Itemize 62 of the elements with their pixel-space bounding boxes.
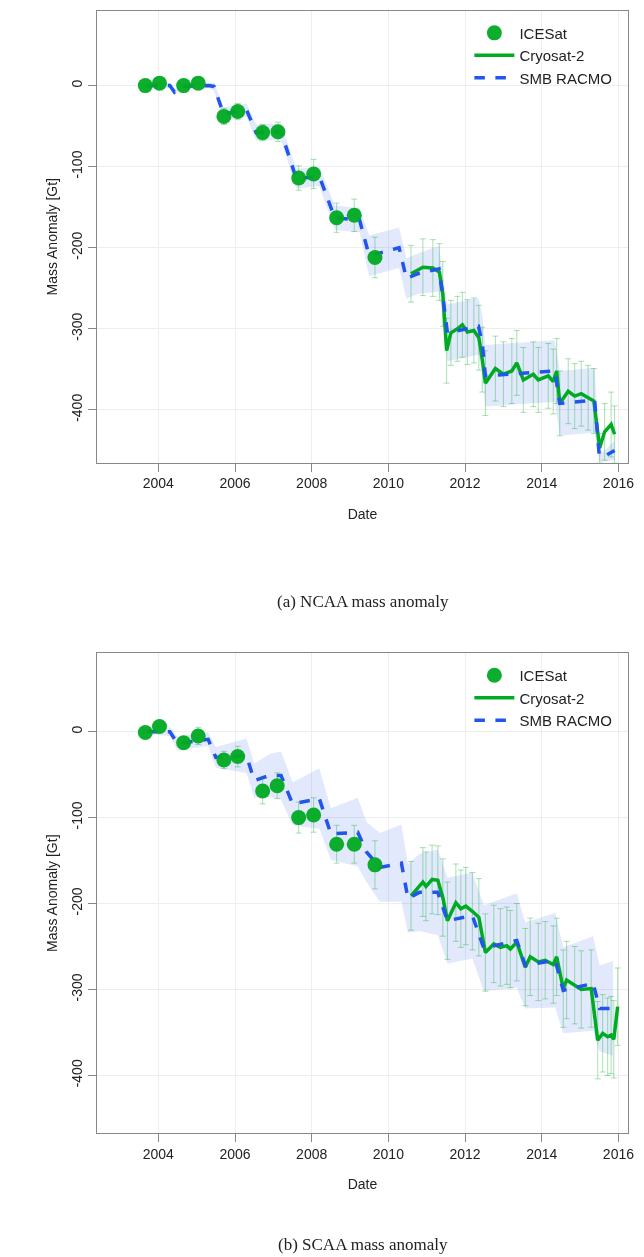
y-tick-label: -100 (69, 801, 86, 830)
x-tick-label: 2014 (526, 475, 558, 492)
legend-label: Cryosat-2 (519, 689, 585, 707)
point (329, 210, 345, 226)
x-tick-label: 2006 (219, 1145, 251, 1162)
y-tick-label: -400 (69, 393, 86, 422)
legend-label: ICESat (519, 24, 568, 42)
x-tick-label: 2004 (142, 475, 175, 492)
y-tick-label: -300 (69, 973, 86, 1002)
point (306, 807, 322, 823)
y-tick-label: -100 (69, 150, 86, 179)
x-tick-label: 2004 (142, 1145, 175, 1162)
y-tick-label: 0 (69, 79, 86, 88)
point (176, 735, 192, 751)
x-axis-title: Date (347, 1176, 378, 1193)
legend-label: SMB RACMO (519, 712, 612, 730)
point (137, 725, 153, 740)
x-tick-label: 2012 (449, 475, 481, 492)
point (291, 170, 307, 186)
x-tick-label: 2012 (449, 1145, 481, 1162)
point (230, 104, 246, 120)
point (329, 836, 345, 852)
point (190, 728, 206, 744)
legend-label: SMB RACMO (519, 69, 612, 87)
point (230, 749, 246, 765)
y-axis-title: Mass Anomaly [Gt] (44, 178, 60, 296)
point (152, 718, 167, 734)
point (216, 108, 232, 124)
x-tick-label: 2014 (526, 1145, 558, 1162)
text: (a) NCAA mass anomaly (277, 592, 449, 611)
text: (b) SCAA mass anomaly (278, 1235, 449, 1254)
point (346, 207, 362, 223)
point (291, 810, 307, 826)
point (367, 249, 383, 265)
x-tick-label: 2016 (602, 475, 635, 492)
x-tick-label: 2010 (372, 1145, 405, 1162)
point (255, 125, 271, 141)
x-tick-label: 2016 (602, 1145, 635, 1162)
point (190, 75, 206, 91)
point (176, 78, 192, 94)
point (270, 124, 286, 140)
x-tick-label: 2008 (296, 475, 328, 492)
x-tick-label: 2006 (219, 475, 251, 492)
y-tick-label: -200 (69, 231, 86, 260)
point (216, 752, 232, 768)
point (255, 783, 271, 799)
point (269, 778, 285, 794)
legend-label: Cryosat-2 (519, 47, 585, 65)
x-tick-label: 2008 (296, 1145, 328, 1162)
point (367, 857, 383, 873)
point (306, 166, 322, 182)
y-tick-label: -200 (69, 887, 86, 916)
y-tick-label: 0 (69, 725, 86, 734)
y-tick-label: -300 (69, 312, 86, 341)
legend-label: ICESat (519, 667, 568, 685)
x-axis-title: Date (347, 505, 378, 522)
x-tick-label: 2010 (372, 475, 405, 492)
y-tick-label: -400 (69, 1059, 86, 1088)
point (346, 836, 362, 852)
point (137, 78, 153, 94)
y-axis-title: Mass Anomaly [Gt] (44, 834, 60, 952)
point (152, 75, 167, 91)
